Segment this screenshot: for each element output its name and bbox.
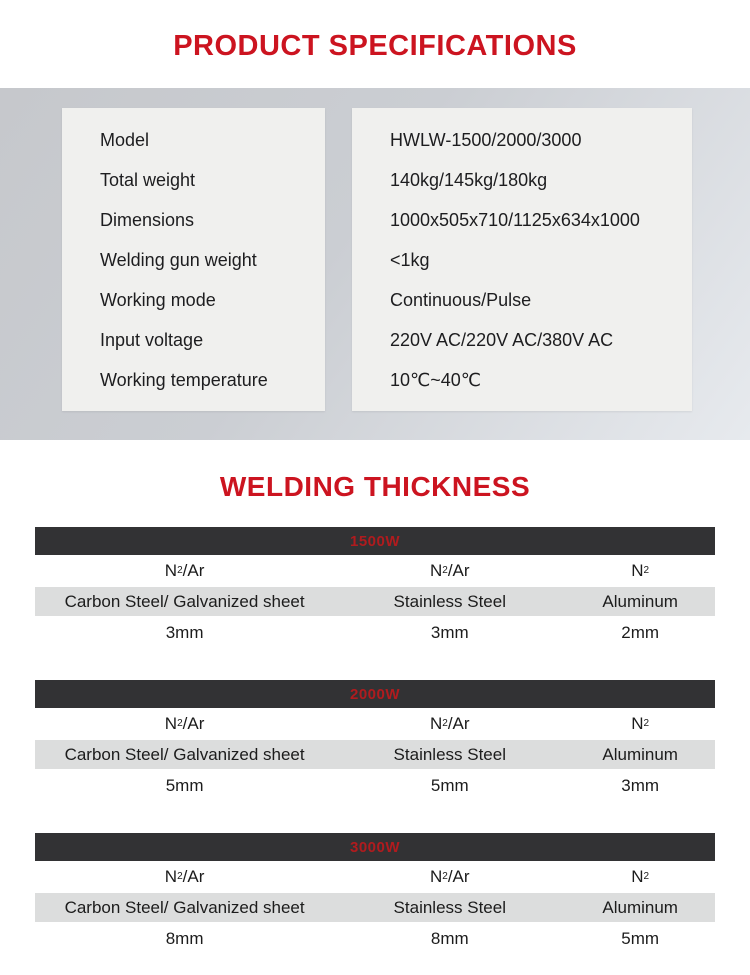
material-cell: Carbon Steel/ Galvanized sheet xyxy=(64,744,305,764)
thickness-value-cell: 5mm xyxy=(430,776,469,795)
spec-labels-panel: Model Total weight Dimensions Welding gu… xyxy=(62,108,325,411)
gas-suffix: /Ar xyxy=(447,714,470,733)
gas-symbol: N xyxy=(631,561,644,580)
gas-suffix: /Ar xyxy=(182,561,205,580)
spec-section: Model Total weight Dimensions Welding gu… xyxy=(0,88,750,440)
spec-label-model: Model xyxy=(100,129,150,150)
gas-symbol: N xyxy=(429,867,443,886)
gas-symbol: N xyxy=(164,867,178,886)
page-title: PRODUCT SPECIFICATIONS xyxy=(173,30,577,62)
spec-value-input-voltage: 220V AC/220V AC/380V AC xyxy=(390,329,614,350)
gas-symbol: N xyxy=(631,867,644,886)
welding-thickness-heading: WELDING THICKNESS xyxy=(219,471,531,502)
power-bar-1500w: 1500W xyxy=(35,527,715,555)
thickness-value-row: 8mm 8mm 5mm xyxy=(35,922,715,956)
spec-label-welding-gun-weight: Welding gun weight xyxy=(100,249,257,270)
spec-label-working-mode: Working mode xyxy=(100,289,216,310)
gas-suffix: /Ar xyxy=(447,561,470,580)
thickness-value-cell: 5mm xyxy=(165,776,204,795)
thickness-value-cell: 3mm xyxy=(165,623,204,642)
material-cell: Stainless Steel xyxy=(393,591,506,611)
spec-value-dimensions: 1000x505x710/1125x634x1000 xyxy=(390,209,640,230)
page-header: PRODUCT SPECIFICATIONS xyxy=(0,0,750,88)
thickness-value-row: 5mm 5mm 3mm xyxy=(35,769,715,803)
spec-label-working-temperature: Working temperature xyxy=(100,369,268,390)
gas-cell: N 2/Ar xyxy=(164,561,205,580)
gas-symbol: N xyxy=(164,714,178,733)
gas-cell: N 2/Ar xyxy=(429,714,470,733)
spec-value-working-mode: Continuous/Pulse xyxy=(390,289,532,310)
spec-value-total-weight: 140kg/145kg/180kg xyxy=(390,169,548,190)
material-row: Carbon Steel/ Galvanized sheet Stainless… xyxy=(35,740,715,769)
material-cell: Carbon Steel/ Galvanized sheet xyxy=(64,591,305,611)
gas-symbol: N xyxy=(429,714,443,733)
material-row: Carbon Steel/ Galvanized sheet Stainless… xyxy=(35,893,715,922)
spec-value-model: HWLW-1500/2000/3000 xyxy=(390,129,582,150)
thickness-value-cell: 8mm xyxy=(430,929,469,948)
spec-label-input-voltage: Input voltage xyxy=(100,329,204,350)
power-bar-3000w: 3000W xyxy=(35,833,715,861)
material-row: Carbon Steel/ Galvanized sheet Stainless… xyxy=(35,587,715,616)
material-cell: Carbon Steel/ Galvanized sheet xyxy=(64,897,305,917)
spec-label-dimensions: Dimensions xyxy=(100,209,195,230)
material-cell: Aluminum xyxy=(602,744,678,764)
spec-values-panel: HWLW-1500/2000/3000 140kg/145kg/180kg 10… xyxy=(352,108,692,411)
thickness-value-row: 3mm 3mm 2mm xyxy=(35,616,715,650)
material-cell: Aluminum xyxy=(602,591,678,611)
gas-cell: N 2/Ar xyxy=(429,561,470,580)
material-cell: Stainless Steel xyxy=(393,744,506,764)
gas-suffix: /Ar xyxy=(447,867,470,886)
thickness-value-cell: 5mm xyxy=(621,929,660,948)
thickness-value-cell: 2mm xyxy=(621,623,660,642)
thickness-value-cell: 3mm xyxy=(430,623,469,642)
material-cell: Aluminum xyxy=(602,897,678,917)
gas-symbol: N xyxy=(164,561,178,580)
spec-value-welding-gun-weight: <1kg xyxy=(390,249,430,270)
spec-label-total-weight: Total weight xyxy=(100,169,196,190)
thickness-value-cell: 8mm xyxy=(165,929,204,948)
gas-suffix: /Ar xyxy=(182,714,205,733)
spec-value-working-temperature: 10℃~40℃ xyxy=(390,369,481,390)
gas-symbol: N xyxy=(429,561,443,580)
gas-cell: N 2/Ar xyxy=(429,867,470,886)
material-cell: Stainless Steel xyxy=(393,897,506,917)
gas-cell: N 2/Ar xyxy=(164,714,205,733)
gas-suffix: /Ar xyxy=(182,867,205,886)
power-bar-2000w: 2000W xyxy=(35,680,715,708)
thickness-value-cell: 3mm xyxy=(621,776,660,795)
gas-cell: N 2/Ar xyxy=(164,867,205,886)
gas-symbol: N xyxy=(631,714,644,733)
